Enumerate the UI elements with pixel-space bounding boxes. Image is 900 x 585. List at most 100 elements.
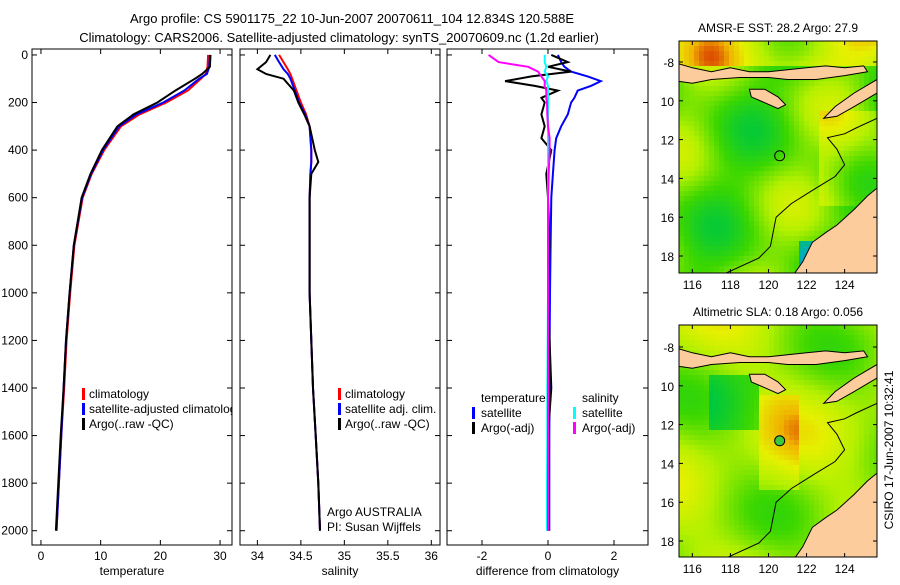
map-cell <box>789 430 794 435</box>
map-cell <box>794 330 799 335</box>
map-cell <box>799 141 804 146</box>
map-cell <box>704 400 709 405</box>
legend-swatch <box>573 407 576 419</box>
map-cell <box>709 151 714 156</box>
map-cell <box>794 86 799 91</box>
map-cell <box>744 211 749 216</box>
map-cell <box>764 136 769 141</box>
map-cell <box>754 515 759 520</box>
map-cell <box>819 101 824 106</box>
map-cell <box>784 370 789 375</box>
map-cell <box>819 400 824 405</box>
map-cell <box>764 485 769 490</box>
map-cell <box>834 485 839 490</box>
map-cell <box>874 181 877 186</box>
map-cell <box>799 171 804 176</box>
map-cell <box>759 555 764 557</box>
map-cell <box>719 126 724 131</box>
map-cell <box>854 76 859 81</box>
map-cell <box>684 141 689 146</box>
map-cell <box>819 385 824 390</box>
map-cell <box>774 51 779 56</box>
map-cell <box>684 540 689 545</box>
map-cell <box>819 380 824 385</box>
map-cell <box>764 251 769 256</box>
map-cell <box>779 490 784 495</box>
map-cell <box>759 325 764 330</box>
map-cell <box>744 530 749 535</box>
map-cell <box>744 156 749 161</box>
map-cell <box>689 201 694 206</box>
map-cell <box>714 61 719 66</box>
map-cell <box>764 131 769 136</box>
map-cell <box>754 490 759 495</box>
map-cell <box>714 181 719 186</box>
map-cell <box>774 271 779 273</box>
map-cell <box>824 131 829 136</box>
map-cell <box>704 345 709 350</box>
map-cell <box>759 410 764 415</box>
map-cell <box>714 465 719 470</box>
map-cell <box>704 415 709 420</box>
map-cell <box>724 470 729 475</box>
map-cell <box>804 385 809 390</box>
map-cell <box>874 151 877 156</box>
map-cell <box>679 191 684 196</box>
map-cell <box>709 141 714 146</box>
map-cell <box>834 56 839 61</box>
map-cell <box>799 415 804 420</box>
map-cell <box>854 136 859 141</box>
map-cell <box>699 206 704 211</box>
map-cell <box>844 330 849 335</box>
map-cell <box>789 116 794 121</box>
map-cell <box>699 176 704 181</box>
map-cell <box>759 166 764 171</box>
axes-frame <box>31 48 233 546</box>
map-cell <box>719 101 724 106</box>
map-cell <box>854 171 859 176</box>
map-cell <box>854 186 859 191</box>
map-cell <box>764 81 769 86</box>
map-cell <box>854 420 859 425</box>
legend-label: climatology <box>345 387 405 401</box>
map-cell <box>749 206 754 211</box>
map-cell <box>699 545 704 550</box>
map-cell <box>864 111 869 116</box>
map-cell <box>794 156 799 161</box>
map-cell <box>864 390 869 395</box>
map-cell <box>764 430 769 435</box>
map-cell <box>789 91 794 96</box>
map-cell <box>829 216 834 221</box>
map-cell <box>749 176 754 181</box>
map-cell <box>844 81 849 86</box>
map-cell <box>739 136 744 141</box>
map-cell <box>779 545 784 550</box>
map-cell <box>699 121 704 126</box>
map-cell <box>694 325 699 330</box>
map-cell <box>829 485 834 490</box>
map-cell <box>684 415 689 420</box>
legend-swatch <box>573 422 576 434</box>
map-cell <box>679 231 684 236</box>
map-cell <box>769 405 774 410</box>
map-cell <box>739 450 744 455</box>
map-cell <box>819 365 824 370</box>
map-cell <box>869 61 874 66</box>
map-cell <box>679 56 684 61</box>
map-cell <box>719 400 724 405</box>
map-cell <box>734 151 739 156</box>
map-cell <box>709 81 714 86</box>
map-cell <box>819 390 824 395</box>
map-cell <box>839 76 844 81</box>
profile-panel-1: 0 10 20 30temperature0200400600800100012001… <box>1 48 233 578</box>
map-cell <box>824 176 829 181</box>
map-cell <box>789 535 794 540</box>
map-cell <box>734 330 739 335</box>
map-cell <box>859 151 864 156</box>
map-cell <box>714 211 719 216</box>
map-cell <box>809 425 814 430</box>
map-cell <box>719 495 724 500</box>
map-cell <box>799 345 804 350</box>
map-cell <box>864 430 869 435</box>
map-cell <box>724 375 729 380</box>
